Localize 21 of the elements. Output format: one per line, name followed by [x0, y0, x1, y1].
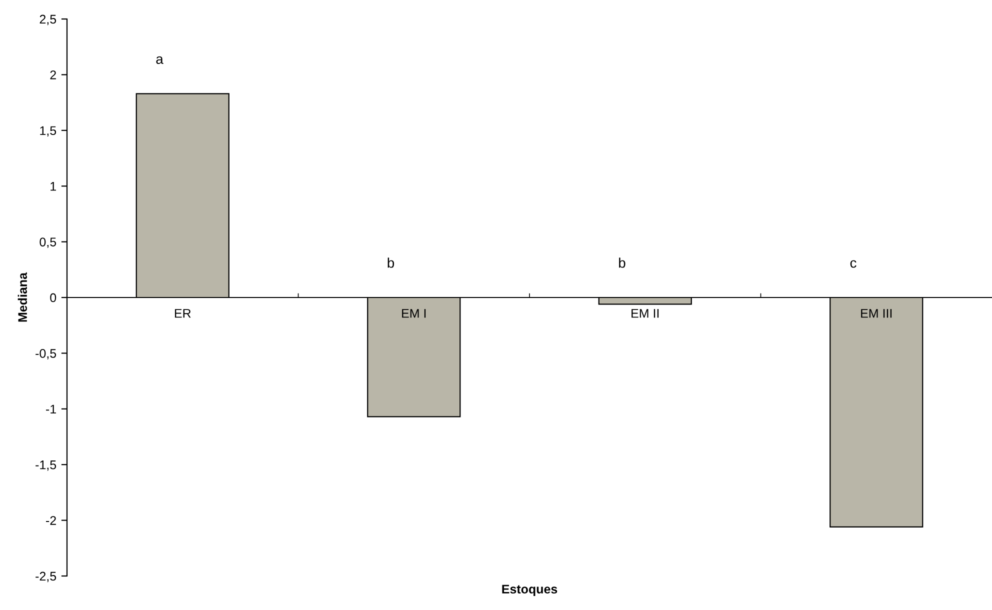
y-tick-label: 2,5 — [40, 14, 56, 26]
y-tick-label: -2,5 — [36, 572, 56, 582]
x-tick-label: ER — [174, 309, 191, 318]
y-tick-label: -1,5 — [36, 460, 56, 471]
annotation: b — [388, 258, 394, 268]
x-tick-label: EM II — [632, 309, 659, 318]
y-tick-label: -0,5 — [36, 349, 56, 360]
y-tick-label: -1 — [46, 404, 56, 414]
annotation: a — [156, 56, 164, 64]
x-tick-label: EM I — [402, 309, 426, 318]
y-axis-title: Mediana — [18, 272, 28, 322]
y-tick-label: 0,5 — [40, 238, 56, 248]
x-axis-title: Estoques — [502, 584, 558, 596]
y-tick-label: 2 — [50, 70, 56, 80]
x-tick-label: EM III — [861, 309, 892, 318]
y-tick-label: 1 — [50, 182, 56, 191]
y-tick-label: -2 — [46, 516, 56, 525]
y-tick-label: 1,5 — [40, 126, 56, 137]
y-tick-label: 0 — [50, 293, 56, 302]
annotation: c — [850, 260, 856, 268]
annotation: b — [619, 258, 626, 268]
